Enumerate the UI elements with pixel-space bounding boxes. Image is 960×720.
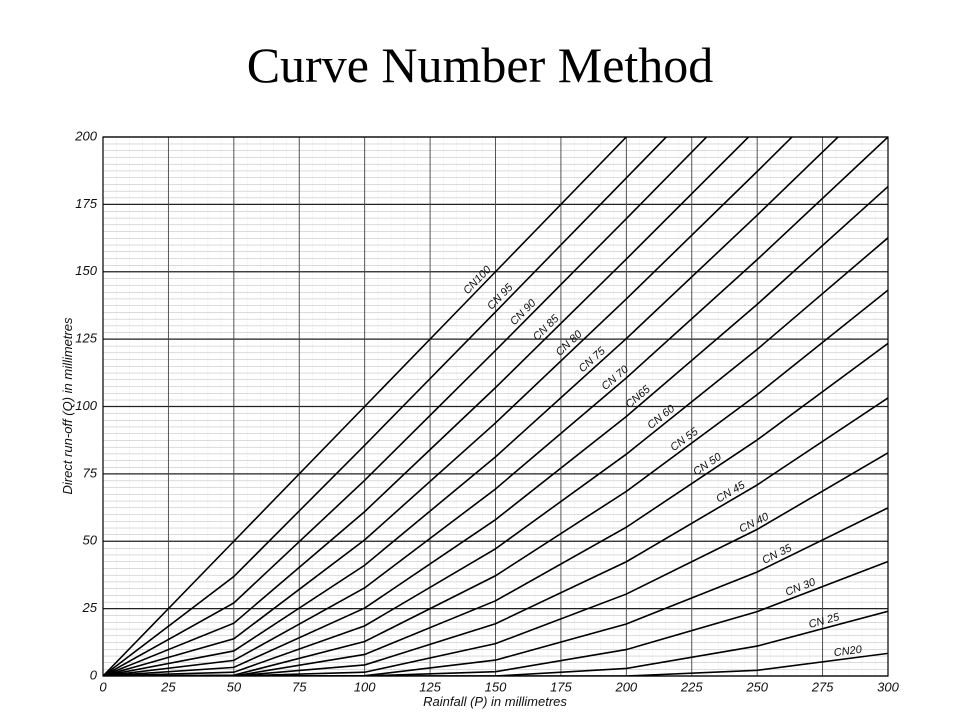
curve [103,137,668,676]
x-tick-label: 125 [419,679,441,694]
curve [103,137,750,676]
x-tick-label: 275 [811,679,834,694]
y-tick-label: 75 [83,465,98,480]
x-tick-label: 75 [292,679,307,694]
x-tick-label: 225 [680,679,703,694]
y-tick-label: 100 [75,398,97,413]
curve-label: CN20 [833,644,863,660]
curve [103,137,794,676]
curve [103,237,888,676]
x-tick-label: 250 [745,679,768,694]
curve [103,137,708,676]
chart-title: Curve Number Method [247,37,714,93]
x-tick-label: 300 [877,679,899,694]
x-tick-label: 0 [99,679,107,694]
x-tick-label: 50 [227,679,242,694]
y-tick-label: 150 [75,263,97,278]
y-tick-label: 175 [75,196,97,211]
curve [103,610,888,676]
curve [103,560,888,676]
x-tick-label: 175 [550,679,572,694]
curves [103,137,888,676]
curve [103,137,840,676]
x-tick-label: 150 [485,679,507,694]
curve [103,397,888,676]
curve [103,452,888,676]
x-tick-label: 25 [160,679,176,694]
y-tick-label: 50 [83,533,98,548]
y-tick-label: 125 [75,331,97,346]
y-axis-label: Direct run-off (Q) in millimetres [60,317,75,494]
curve [103,652,888,676]
curve [103,507,888,676]
x-tick-label: 200 [614,679,637,694]
y-tick-label: 0 [90,667,98,682]
y-tick-label: 200 [74,128,97,143]
curve [103,342,888,676]
curve [103,185,888,676]
x-tick-label: 100 [354,679,376,694]
y-tick-label: 25 [82,600,98,615]
curve [103,137,628,676]
curve [103,137,888,676]
x-axis-label: Rainfall (P) in millimetres [423,694,567,709]
